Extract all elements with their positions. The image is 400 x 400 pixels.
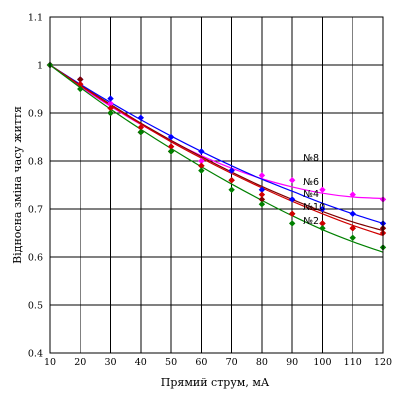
- data-point-5-11: [349, 234, 356, 241]
- data-point-2-7: [228, 167, 235, 174]
- data-point-4-6: [198, 162, 205, 169]
- fit-curves: [49, 64, 384, 253]
- data-point-5-6: [198, 167, 205, 174]
- series-label-3: №4: [303, 189, 319, 200]
- y-tick-label: 0.6: [28, 253, 43, 264]
- x-tick-labels: 10 20 30 40 50 60 70 80 90 100 110 120: [44, 357, 392, 368]
- y-tick-label: 0.4: [28, 349, 43, 360]
- data-point-5-10: [319, 225, 326, 232]
- data-point-5-2: [77, 85, 84, 93]
- series-label-2: №6: [303, 177, 319, 188]
- series-label-5: №2: [303, 216, 319, 227]
- x-axis-label: Прямий струм, мА: [161, 376, 270, 389]
- data-point-5-5: [167, 148, 175, 155]
- grid: [49, 16, 384, 354]
- data-point-5-3: [107, 109, 114, 117]
- data-point-2-5: [167, 133, 175, 141]
- y-tick-labels: 0.4 0.5 0.6 0.7 0.8 0.9 1 1.1: [28, 13, 43, 360]
- x-tick-label: 80: [256, 357, 268, 368]
- data-point-1-10: [319, 186, 326, 193]
- x-tick-label: 90: [286, 357, 298, 368]
- series-curve-3: [49, 64, 384, 232]
- x-tick-label: 10: [44, 357, 56, 368]
- series-label-1: №8: [303, 153, 319, 164]
- y-tick-label: 1: [37, 61, 43, 72]
- x-tick-label: 70: [226, 357, 238, 368]
- data-point-5-9: [288, 220, 296, 227]
- data-point-5-8: [258, 201, 266, 208]
- data-point-4-8: [258, 191, 266, 198]
- y-tick-label: 0.9: [28, 109, 43, 120]
- data-point-3-2: [77, 76, 84, 83]
- data-point-5-4: [137, 129, 145, 136]
- data-point-2-10: [319, 205, 326, 213]
- x-tick-label: 40: [135, 357, 147, 368]
- data-point-2-9: [288, 196, 296, 203]
- data-point-1-11: [349, 191, 356, 198]
- data-point-4-10: [319, 220, 326, 227]
- data-point-4-7: [228, 177, 235, 184]
- y-tick-label: 0.5: [28, 301, 43, 312]
- data-point-3-8: [258, 196, 266, 203]
- data-point-4-2: [77, 81, 84, 88]
- y-tick-label: 0.7: [28, 205, 43, 216]
- y-axis-label: Відносна зміна часу життя: [11, 106, 24, 264]
- y-tick-label: 0.8: [28, 157, 43, 168]
- data-point-4-5: [167, 143, 175, 150]
- x-tick-label: 30: [104, 357, 116, 368]
- x-tick-label: 120: [374, 357, 392, 368]
- x-tick-label: 60: [195, 357, 207, 368]
- data-point-1-9: [288, 177, 296, 184]
- data-point-4-3: [107, 105, 114, 112]
- data-point-2-8: [258, 186, 266, 193]
- data-point-2-6: [198, 148, 205, 155]
- data-point-4-9: [288, 210, 296, 217]
- data-point-1-8: [258, 172, 266, 179]
- series-curve-4: [49, 64, 384, 236]
- series-label-4: №10: [303, 202, 325, 213]
- plot-frame: [49, 16, 384, 354]
- data-point-2-4: [137, 114, 145, 121]
- x-tick-label: 100: [313, 357, 331, 368]
- data-markers: [46, 61, 387, 251]
- data-point-1-3: [107, 100, 114, 107]
- x-tick-label: 110: [344, 357, 362, 368]
- data-point-4-11: [349, 225, 356, 232]
- x-tick-label: 20: [74, 357, 86, 368]
- x-tick-label: 50: [165, 357, 177, 368]
- data-point-1-6: [198, 157, 205, 165]
- data-point-2-11: [349, 210, 356, 217]
- y-tick-label: 1.1: [28, 13, 43, 24]
- data-point-5-7: [228, 186, 235, 193]
- data-point-2-3: [107, 95, 114, 102]
- series-curve-5: [49, 64, 384, 253]
- series-curve-1: [49, 64, 384, 200]
- data-point-4-4: [137, 124, 145, 131]
- series-curve-2: [49, 64, 384, 224]
